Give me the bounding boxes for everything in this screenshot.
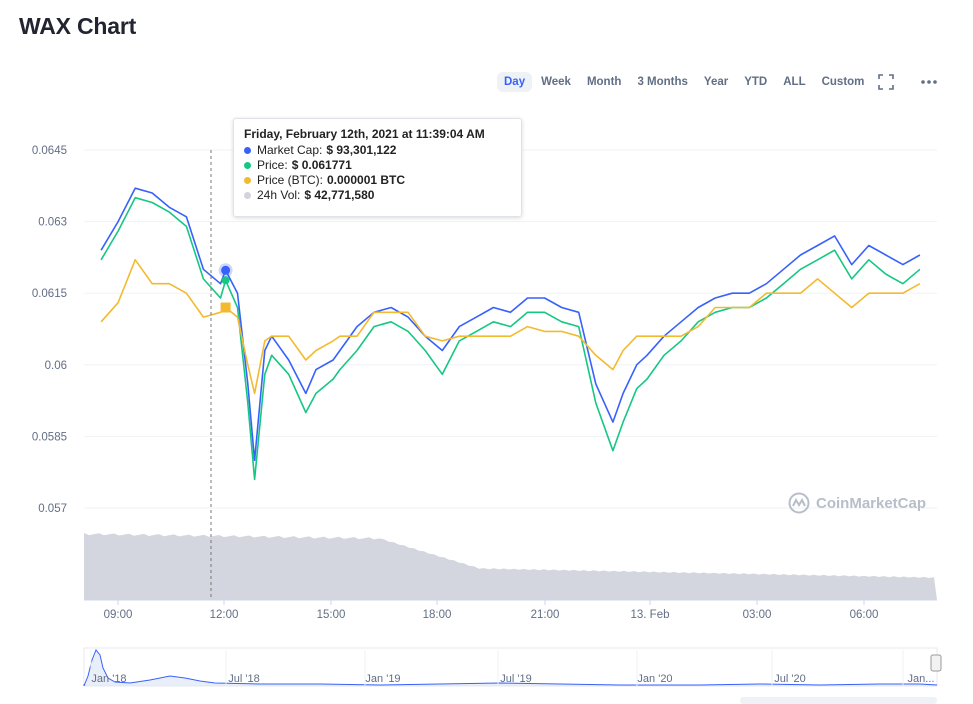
series-line-price [100, 196, 921, 481]
y-tick-label: 0.0585 [32, 431, 67, 443]
navigator-scrollbar [740, 697, 937, 704]
watermark-text: CoinMarketCap [816, 494, 927, 512]
tooltip-label: Price: [257, 158, 288, 172]
tooltip: Friday, February 12th, 2021 at 11:39:04 … [233, 118, 522, 217]
x-tick-label: 18:00 [423, 609, 452, 621]
range-button-year[interactable]: Year [703, 76, 729, 88]
volume-area [84, 533, 937, 600]
y-tick-label: 0.06 [45, 360, 67, 372]
y-tick-label: 0.0615 [32, 288, 67, 300]
tooltip-value: $ 42,771,580 [304, 188, 375, 202]
tooltip-title: Friday, February 12th, 2021 at 11:39:04 … [244, 127, 485, 141]
x-tick-label: 03:00 [743, 609, 772, 621]
tooltip-value: 0.000001 BTC [327, 173, 406, 187]
navigator-label: Jan '18 [91, 673, 126, 685]
fullscreen-icon[interactable] [876, 72, 896, 92]
hover-markers [218, 263, 233, 313]
tooltip-label: 24h Vol: [257, 188, 301, 202]
tooltip-label: Market Cap: [257, 143, 323, 157]
series-lines [100, 187, 921, 481]
x-tick-label: 09:00 [104, 609, 133, 621]
x-tick-label: 21:00 [531, 609, 560, 621]
navigator-label: Jul '18 [228, 673, 259, 685]
x-tick-label: 12:00 [210, 609, 239, 621]
range-button-ytd[interactable]: YTD [744, 76, 768, 88]
range-button-3-months[interactable]: 3 Months [637, 76, 688, 88]
market-cap-dot-icon [244, 146, 251, 154]
tooltip-row-market-cap: Market Cap: $ 93,301,122 [244, 143, 396, 157]
market-cap-marker [221, 265, 231, 275]
price-btc-marker [220, 302, 231, 313]
tooltip-row-price-btc: Price (BTC): 0.000001 BTC [244, 173, 405, 187]
navigator-handle[interactable] [930, 654, 942, 672]
range-button-week[interactable]: Week [541, 76, 571, 88]
y-tick-label: 0.057 [38, 503, 67, 515]
tooltip-label: Price (BTC): [257, 173, 323, 187]
series-line-price-btc [100, 259, 921, 395]
volume-dot-icon [244, 191, 251, 199]
y-tick-label: 0.0645 [32, 145, 67, 157]
x-tick-label: 06:00 [850, 609, 879, 621]
range-button-day[interactable]: Day [497, 72, 533, 92]
tooltip-value: $ 0.061771 [291, 158, 352, 172]
price-marker [221, 276, 230, 285]
x-tick-label: 15:00 [317, 609, 346, 621]
navigator-label: Jan... [908, 673, 935, 685]
y-axis-labels: 0.0645 0.063 0.0615 0.06 0.0585 0.057 [32, 145, 67, 515]
volume-series-area [84, 533, 937, 600]
x-axis-labels: 09:00 12:00 15:00 18:00 21:00 13. Feb 03:00 06:… [104, 600, 879, 621]
range-button-all[interactable]: ALL [783, 76, 806, 88]
tooltip-value: $ 93,301,122 [326, 143, 397, 157]
price-btc-dot-icon [244, 176, 251, 184]
series-line-market-cap [100, 187, 921, 462]
tooltip-row-price: Price: $ 0.061771 [244, 158, 352, 172]
range-button-custom[interactable]: Custom [821, 76, 865, 88]
watermark: CoinMarketCap [788, 492, 926, 514]
range-button-month[interactable]: Month [586, 76, 622, 88]
coinmarketcap-logo-icon [788, 492, 810, 514]
range-selector: Day Week Month 3 Months Year YTD ALL Custom [497, 71, 873, 93]
y-tick-label: 0.063 [38, 217, 67, 229]
navigator-label: Jul '20 [774, 673, 805, 685]
more-icon[interactable] [919, 72, 939, 92]
page-title: WAX Chart [19, 13, 137, 39]
navigator-area [84, 650, 937, 686]
x-tick-label: 13. Feb [631, 609, 670, 621]
tooltip-row-volume: 24h Vol: $ 42,771,580 [244, 188, 374, 202]
price-dot-icon [244, 161, 251, 169]
navigator-label: Jan '20 [637, 673, 672, 685]
navigator-label: Jan '19 [365, 673, 400, 685]
navigator-label: Jul '19 [500, 673, 531, 685]
navigator-line [83, 649, 938, 687]
navigator: Jan '18 Jul '18 Jan '19 Jul '19 Jan '20 Jul '… [83, 647, 942, 704]
